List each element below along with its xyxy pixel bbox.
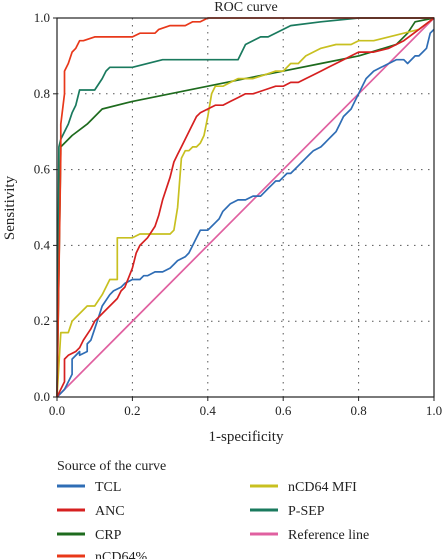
y-tick-label: 0.2 [34,313,50,328]
legend-label: CRP [95,528,122,543]
legend-item-ncd64-mfi: nCD64 MFI [250,480,357,495]
legend-label: TCL [95,480,121,495]
series-line-reference-line [56,17,435,398]
y-tick-label: 0.6 [34,162,51,177]
x-tick-label: 0.4 [200,403,217,418]
x-axis-label: 1-specificity [209,429,284,445]
legend-item-crp: CRP [57,528,122,543]
series-line-tcl [56,28,435,398]
legend-title: Source of the curve [57,459,166,474]
chart-title: ROC curve [214,0,277,15]
y-axis-ticks: 0.0 0.2 0.4 0.6 0.8 1.0 [34,10,57,404]
x-tick-label: 0.2 [124,403,140,418]
y-tick-label: 0.8 [34,86,50,101]
legend: Source of the curve TCL nCD64 MFI ANC P-SEP… [57,459,369,559]
series-line-ncd64-mfi [56,17,435,398]
legend-item-ncd64: nCD64% [57,550,147,559]
legend-label: nCD64 MFI [288,480,357,495]
legend-item-anc: ANC [57,504,125,519]
legend-label: nCD64% [95,550,147,559]
legend-item-p-sep: P-SEP [250,504,325,519]
grid-lines [57,18,434,397]
plot-frame [56,17,435,398]
x-tick-label: 0.6 [275,403,292,418]
y-tick-label: 1.0 [34,10,50,25]
x-tick-label: 0.0 [49,403,65,418]
series-layer [56,17,435,398]
x-tick-label: 0.8 [350,403,366,418]
legend-items: TCL nCD64 MFI ANC P-SEP CRP Reference line nCD… [57,480,369,559]
x-tick-label: 1.0 [426,403,442,418]
series-line-crp [56,17,435,398]
legend-label: Reference line [288,528,369,543]
series-line-p-sep [56,17,434,398]
legend-item-tcl: TCL [57,480,121,495]
y-axis-label: Sensitivity [2,175,18,240]
series-line-anc [56,17,435,398]
y-tick-label: 0.0 [34,389,50,404]
legend-label: P-SEP [288,504,325,519]
legend-label: ANC [95,504,125,519]
legend-item-reference-line: Reference line [250,528,369,543]
x-axis-ticks: 0.0 0.2 0.4 0.6 0.8 1.0 [49,397,442,418]
y-tick-label: 0.4 [34,237,51,252]
